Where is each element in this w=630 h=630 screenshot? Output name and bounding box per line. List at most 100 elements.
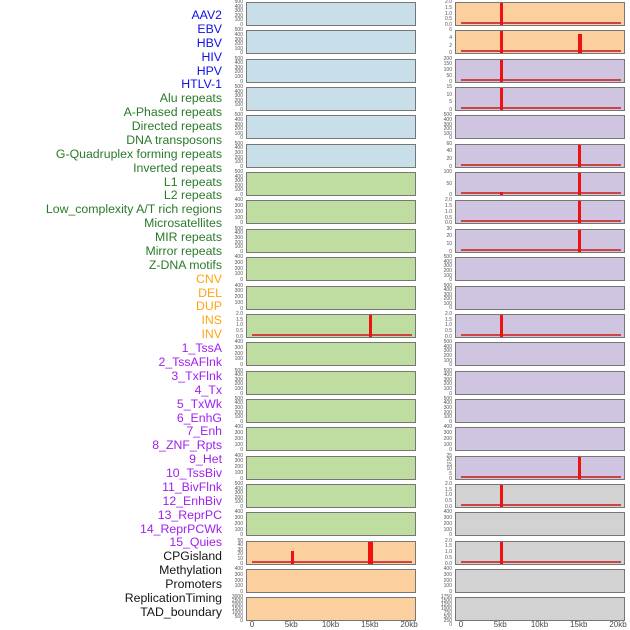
track-label-9-het: 9_Het	[189, 452, 222, 467]
y-tick-label: 200	[234, 577, 243, 584]
panel-hpv	[246, 115, 416, 140]
track-label-14-reprpcwk: 14_ReprPCWk	[139, 521, 222, 536]
y-tick-label: 300	[234, 458, 243, 465]
track-label-tad-boundary: TAD_boundary	[140, 604, 222, 619]
track-label-a-phased-repeats: A-Phased repeats	[123, 105, 222, 120]
y-tick-label: 0.5	[445, 214, 452, 221]
y-tick-label: 400	[234, 566, 243, 572]
y-tick-label: 100	[234, 499, 243, 506]
y-axis-ticks-dup: 3000 2500 2000 1500 1000 500 0	[217, 595, 243, 624]
y-tick-label: 300	[234, 344, 243, 351]
y-tick-label: 500	[234, 27, 243, 34]
signal-baseline	[461, 163, 621, 166]
panel-3-txflnk	[455, 115, 625, 140]
y-tick-label: 200	[443, 296, 452, 303]
x-tick-label-right-10kb: 10kb	[530, 620, 549, 629]
track-label-ins: INS	[201, 313, 223, 328]
y-tick-label: 0	[449, 362, 452, 369]
track-label-methylation: Methylation	[159, 563, 222, 578]
y-tick-label: 400	[443, 258, 452, 265]
y-tick-label: 60	[446, 140, 452, 147]
y-tick-label: 250	[443, 618, 452, 625]
signal-spike	[369, 314, 373, 337]
y-tick-label: 500	[234, 480, 243, 487]
track-label-hiv: HIV	[201, 49, 223, 64]
y-tick-label: 150	[443, 61, 452, 68]
x-tick-label-right-0: 0	[458, 620, 464, 629]
y-tick-label: 500	[234, 395, 243, 402]
panel-low-complexity-a-t-rich-regions	[246, 398, 416, 423]
y-tick-label: 100	[443, 272, 452, 279]
y-tick-label: 0	[240, 305, 243, 312]
y-tick-label: 20	[237, 551, 243, 558]
y-tick-label: 300	[234, 515, 243, 522]
track-label-promoters: Promoters	[165, 577, 222, 592]
x-tick-label-left-0: 0	[249, 620, 255, 629]
panel-z-dna-motifs	[246, 512, 416, 537]
y-axis-ticks-del: 400 300 200 100 0	[217, 566, 243, 595]
y-tick-label: 0	[449, 163, 452, 170]
y-axis-ticks-9-het: 500 400 300 200 100 0	[426, 283, 452, 312]
y-tick-label: 0	[240, 447, 243, 454]
y-tick-label: 100	[234, 130, 243, 137]
y-axis-ticks-ebv: 500 400 300 200 100 0	[217, 27, 243, 56]
y-tick-label: 100	[443, 441, 452, 448]
y-tick-label: 300	[234, 490, 243, 497]
y-tick-label: 0.0	[445, 220, 452, 227]
y-tick-label: 200	[443, 520, 452, 527]
y-tick-label: 200	[443, 267, 452, 274]
y-tick-label: 0.0	[236, 333, 243, 340]
y-tick-label: 0	[240, 78, 243, 85]
y-tick-label: 300	[234, 259, 243, 266]
y-tick-label: 400	[234, 145, 243, 152]
signal-spike	[578, 144, 582, 167]
panel-directed-repeats	[246, 228, 416, 253]
y-tick-label: 2.0	[445, 0, 452, 5]
y-tick-label: 15	[446, 461, 452, 468]
y-axis-ticks-tad-boundary: 1750 1500 1250 1000 750 500 250 0	[426, 595, 452, 628]
y-tick-label: 100	[234, 385, 243, 392]
y-tick-label: 1.5	[445, 203, 452, 210]
y-tick-label: 100	[443, 385, 452, 392]
y-tick-label: 0	[240, 475, 243, 482]
y-tick-label: 400	[234, 254, 243, 261]
y-tick-label: 200	[234, 154, 243, 161]
y-tick-label: 0	[240, 589, 243, 595]
y-axis-ticks-l2-repeats: 500 400 300 200 100 0	[217, 368, 243, 396]
panel-dna-transposons	[246, 257, 416, 282]
panel-l2-repeats	[246, 370, 416, 395]
y-tick-label: 500	[234, 140, 243, 147]
y-tick-label: 2.0	[445, 537, 452, 544]
y-tick-label: 0	[240, 248, 243, 255]
y-tick-label: 1.5	[236, 316, 243, 323]
y-tick-label: 500	[443, 367, 452, 374]
panel-ebv	[246, 30, 416, 55]
y-axis-ticks-14-reprpcwk: 400 300 200 100 0	[426, 425, 452, 453]
y-axis-ticks-alu-repeats: 500 400 300 200 100 0	[217, 170, 243, 198]
signal-spike	[578, 173, 582, 196]
track-label-7-enh: 7_Enh	[186, 424, 222, 439]
track-label-del: DEL	[198, 285, 222, 300]
y-tick-label: 100	[443, 130, 452, 137]
y-tick-label: 300	[443, 515, 452, 522]
y-axis-ticks-microsatellites: 400 300 200 100 0	[217, 425, 243, 454]
y-tick-label: 1.5	[445, 543, 452, 550]
panel-inv	[455, 30, 625, 55]
y-tick-label: 100	[234, 356, 243, 363]
y-tick-label: 0	[449, 589, 452, 595]
y-axis-ticks-g-quadruplex-forming-repeats: 400 300 200 100 0	[217, 283, 243, 312]
y-tick-label: 100	[234, 17, 243, 24]
y-tick-label: 0	[449, 305, 452, 312]
y-tick-label: 400	[443, 287, 452, 294]
y-axis-ticks-6-enhg: 2.0 1.5 1.0 0.5 0.0	[426, 198, 452, 227]
track-label-directed-repeats: Directed repeats	[131, 119, 222, 134]
y-tick-label: 1.0	[445, 492, 452, 499]
panel-mir-repeats	[246, 455, 416, 480]
y-tick-label: 500	[443, 614, 452, 621]
signal-spike	[499, 3, 503, 25]
y-tick-label: 750	[443, 610, 452, 617]
y-tick-label: 100	[234, 102, 243, 109]
signal-spike	[499, 484, 503, 507]
y-tick-label: 200	[443, 577, 452, 584]
signal-baseline	[461, 107, 621, 110]
